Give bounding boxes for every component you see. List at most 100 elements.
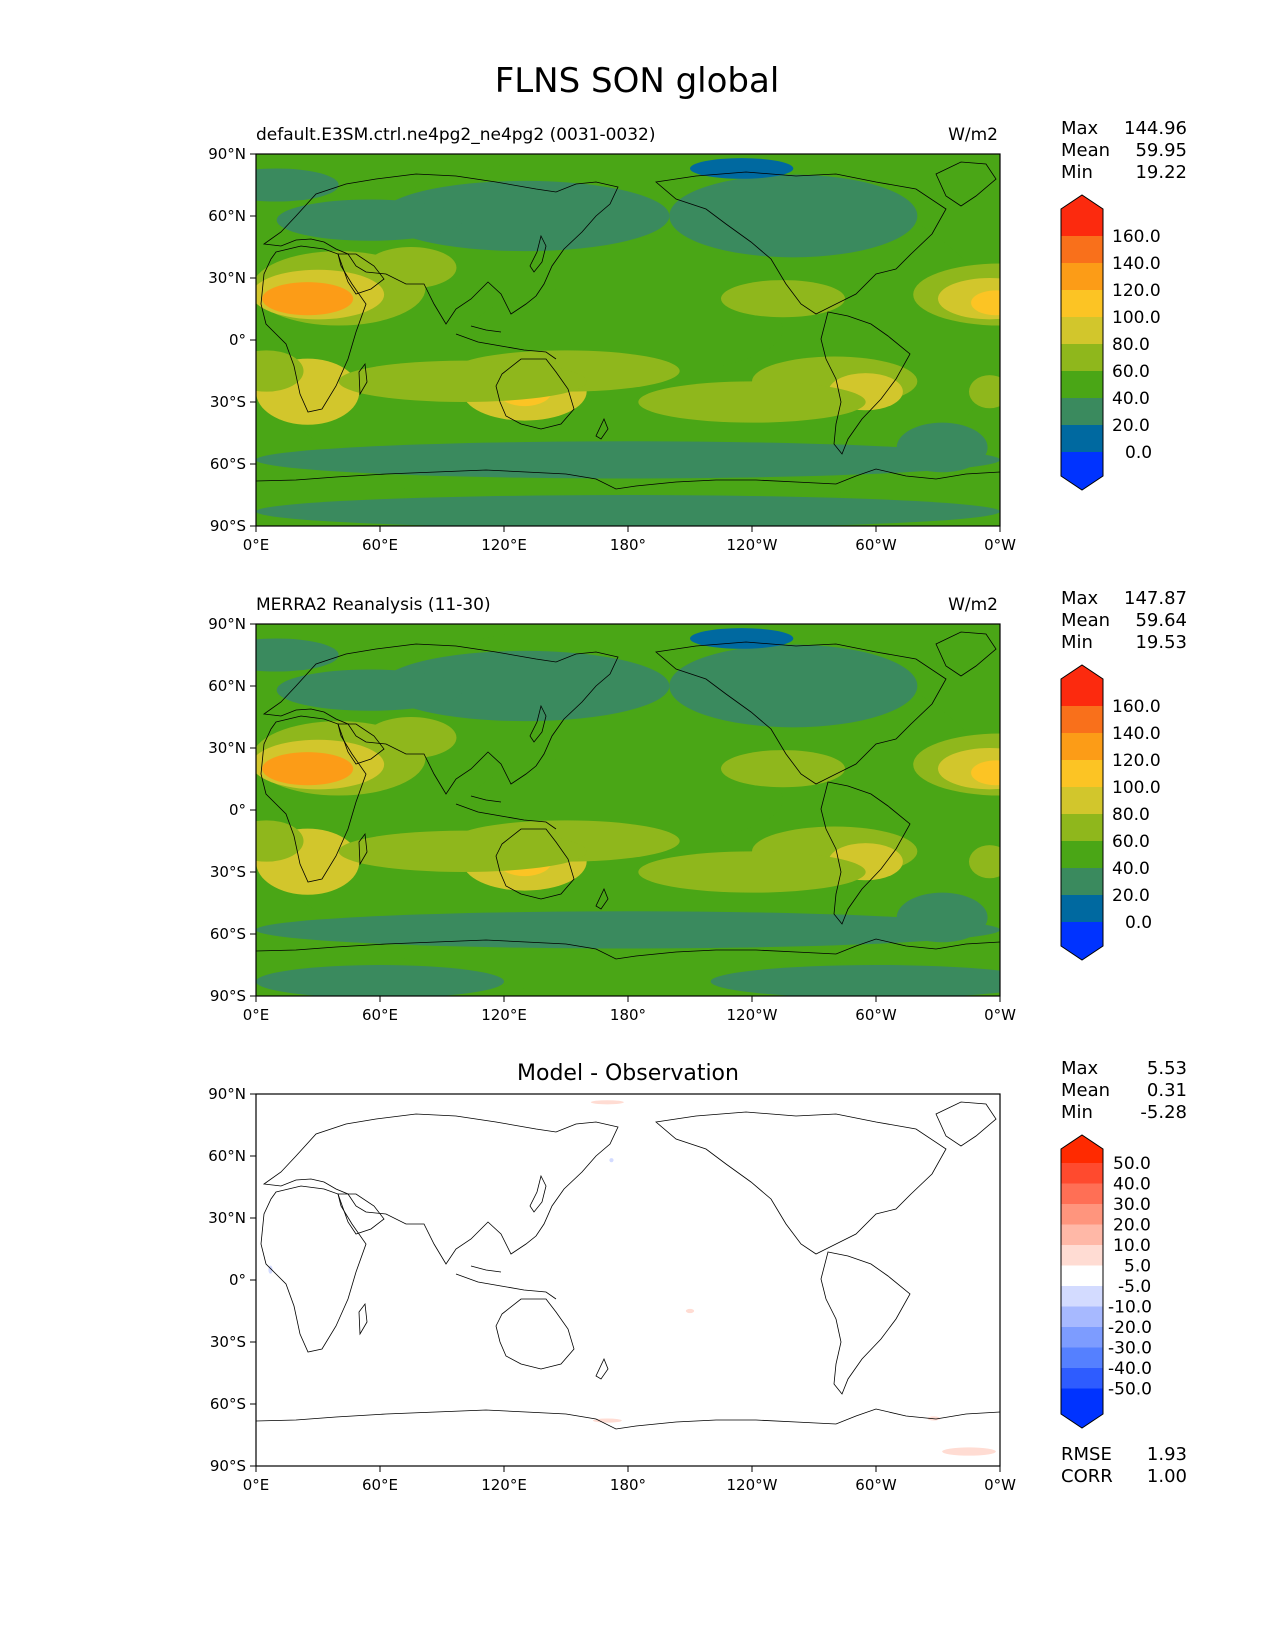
field-contour-region bbox=[262, 282, 354, 316]
x-axis-diff: 0°E 60°E 120°E 180° 120°W 60°W 0°W bbox=[243, 1466, 1016, 1494]
cbar-diff-label: -5.0 bbox=[1118, 1277, 1151, 1297]
stats-diff: Max 5.53 Mean 0.31 Min -5.28 bbox=[1061, 1058, 1187, 1123]
cbar-ref-label: 120.0 bbox=[1112, 751, 1161, 771]
field-contour-region bbox=[380, 180, 670, 252]
cbar-diff-label: -10.0 bbox=[1108, 1298, 1152, 1318]
cbar-ref-outline bbox=[1060, 664, 1104, 961]
cbar-ref-label: 80.0 bbox=[1112, 805, 1150, 825]
cbar-diff-bin bbox=[1061, 1183, 1103, 1204]
x-tick-label: 0°E bbox=[243, 1476, 270, 1494]
colorbar-test: 160.0 140.0 120.0 100.0 80.0 60.0 40.0 2… bbox=[1060, 194, 1161, 491]
panel-test-left-title: default.E3SM.ctrl.ne4pg2_ne4pg2 (0031-00… bbox=[256, 125, 656, 145]
map-test bbox=[256, 154, 1000, 526]
cbar-diff-label: 10.0 bbox=[1113, 1236, 1151, 1256]
x-tick-label: 0°E bbox=[243, 536, 270, 554]
cbar-ref-label: 20.0 bbox=[1112, 886, 1150, 906]
x-tick-label: 60°W bbox=[855, 1006, 897, 1024]
cbar-diff-bin bbox=[1061, 1163, 1103, 1184]
y-tick-label: 90°S bbox=[210, 987, 246, 1005]
field-contour-region bbox=[685, 1308, 695, 1314]
cbar-test-bin bbox=[1061, 263, 1103, 290]
colorbar-diff: 50.0 40.0 30.0 20.0 10.0 5.0 -5.0 -10.0 … bbox=[1060, 1134, 1152, 1429]
corr-label: CORR bbox=[1061, 1466, 1113, 1487]
field-contour-region bbox=[710, 965, 1000, 996]
field-contour-region bbox=[262, 752, 354, 786]
cbar-diff-label: 20.0 bbox=[1113, 1216, 1151, 1236]
stat-mean-value: 0.31 bbox=[1147, 1080, 1187, 1101]
cbar-ref-bottom-arrow bbox=[1061, 922, 1103, 960]
stat-mean-label: Mean bbox=[1061, 140, 1110, 161]
stat-min-value: 19.22 bbox=[1135, 162, 1187, 183]
cbar-test-label: 120.0 bbox=[1112, 281, 1161, 301]
y-axis-test: 90°N 60°N 30°N 0° 30°S 60°S 90°S bbox=[208, 145, 256, 535]
cbar-test-label: 80.0 bbox=[1112, 335, 1150, 355]
x-tick-label: 60°E bbox=[362, 536, 398, 554]
field-contour-region bbox=[669, 644, 918, 728]
rmse-value: 1.93 bbox=[1147, 1444, 1187, 1465]
field-contour-region bbox=[256, 168, 339, 202]
stat-max-value: 147.87 bbox=[1124, 588, 1187, 609]
x-tick-label: 60°E bbox=[362, 1006, 398, 1024]
y-tick-label: 30°N bbox=[208, 269, 246, 287]
cbar-diff-label: 5.0 bbox=[1124, 1257, 1151, 1277]
x-tick-label: 120°E bbox=[481, 1006, 527, 1024]
field-contour-region bbox=[969, 845, 1000, 879]
cbar-test-bin bbox=[1061, 236, 1103, 263]
y-axis-ref: 90°N 60°N 30°N 0° 30°S 60°S 90°S bbox=[208, 615, 256, 1005]
diff-metrics: RMSE 1.93 CORR 1.00 bbox=[1061, 1444, 1187, 1487]
cbar-ref-bin bbox=[1061, 760, 1103, 787]
stat-min-label: Min bbox=[1061, 1102, 1093, 1123]
field-contour-region bbox=[256, 495, 1000, 526]
stats-ref: Max 147.87 Mean 59.64 Min 19.53 bbox=[1061, 588, 1187, 653]
y-tick-label: 90°N bbox=[208, 1085, 246, 1103]
cbar-test-label: 40.0 bbox=[1112, 389, 1150, 409]
field-contour-region bbox=[969, 375, 1000, 409]
cbar-diff-bin bbox=[1061, 1347, 1103, 1368]
x-axis-test: 0°E 60°E 120°E 180° 120°W 60°W 0°W bbox=[243, 526, 1016, 554]
cbar-test-bin bbox=[1061, 344, 1103, 371]
cbar-ref-label: 100.0 bbox=[1112, 778, 1161, 798]
field-contour-region bbox=[256, 820, 304, 862]
cbar-diff-label: 50.0 bbox=[1113, 1154, 1151, 1174]
y-tick-label: 30°N bbox=[208, 1209, 246, 1227]
x-tick-label: 0°W bbox=[984, 536, 1016, 554]
stat-max-value: 144.96 bbox=[1124, 118, 1187, 139]
x-tick-label: 180° bbox=[610, 1006, 646, 1024]
field-contour-region bbox=[690, 628, 794, 649]
cbar-test-label: 160.0 bbox=[1112, 227, 1161, 247]
panel-ref: MERRA2 Reanalysis (11-30) W/m2 90°N 60°N 3… bbox=[208, 588, 1187, 1024]
cbar-diff-label: 30.0 bbox=[1113, 1195, 1151, 1215]
field-contour-region bbox=[638, 381, 866, 423]
field-contour-region bbox=[896, 422, 988, 473]
cbar-test-bin bbox=[1061, 290, 1103, 317]
field-contour-region bbox=[590, 1100, 624, 1105]
cbar-ref-label: 40.0 bbox=[1112, 859, 1150, 879]
field-contour-region bbox=[609, 1158, 614, 1163]
y-tick-label: 30°S bbox=[210, 863, 246, 881]
map-diff bbox=[256, 1094, 1000, 1466]
cbar-diff-bin bbox=[1061, 1265, 1103, 1286]
x-tick-label: 120°E bbox=[481, 536, 527, 554]
x-tick-label: 0°W bbox=[984, 1006, 1016, 1024]
cbar-test-label: 100.0 bbox=[1112, 308, 1161, 328]
cbar-ref-bin bbox=[1061, 814, 1103, 841]
stat-min-value: 19.53 bbox=[1135, 632, 1187, 653]
field-contour-region bbox=[276, 199, 463, 241]
stat-max-label: Max bbox=[1061, 1058, 1099, 1079]
y-tick-label: 60°S bbox=[210, 1395, 246, 1413]
cbar-test-outline bbox=[1060, 194, 1104, 491]
field-contour-region bbox=[365, 247, 457, 289]
y-tick-label: 90°N bbox=[208, 145, 246, 163]
panel-diff-title: Model - Observation bbox=[517, 1061, 739, 1086]
y-tick-label: 30°N bbox=[208, 739, 246, 757]
y-tick-label: 60°N bbox=[208, 207, 246, 225]
field-contour-region bbox=[669, 174, 918, 258]
panel-test-units: W/m2 bbox=[948, 125, 998, 145]
field-contour-region bbox=[638, 851, 866, 893]
field-contour-region bbox=[721, 280, 845, 318]
stat-min-label: Min bbox=[1061, 162, 1093, 183]
y-tick-label: 0° bbox=[229, 1271, 246, 1289]
x-tick-label: 120°W bbox=[727, 536, 778, 554]
cbar-ref-bin bbox=[1061, 787, 1103, 814]
field-contour-region bbox=[971, 760, 1000, 786]
